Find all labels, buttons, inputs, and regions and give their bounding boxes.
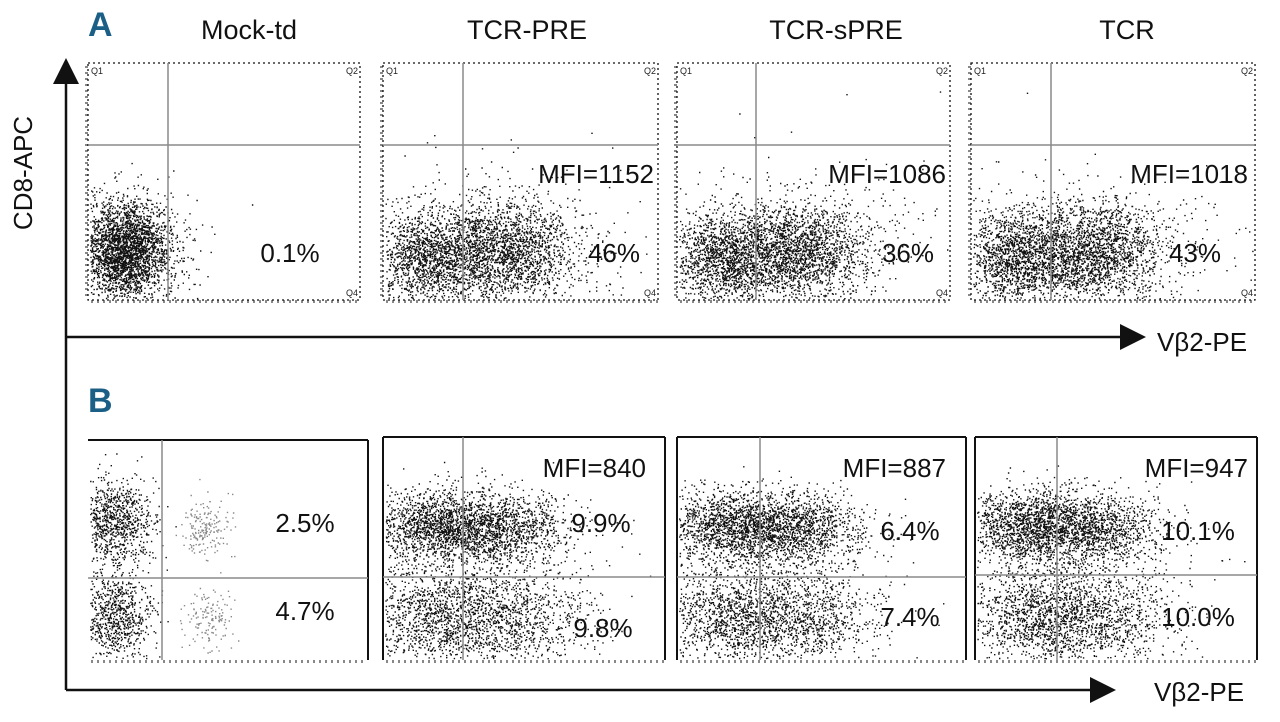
column-title-mock-td: Mock-td [201, 15, 297, 45]
x-axis-arrowhead-panel-a [1120, 324, 1146, 350]
x-tick-marks [680, 300, 946, 303]
panel-a-tcr-percent: 43% [1169, 238, 1221, 268]
y-axis-label: CD8-APC [8, 116, 38, 230]
x-tick-marks [386, 660, 664, 663]
panel-a-letter: A [88, 6, 113, 44]
plot-a-mock-td: Q1 Q2 Q4 [85, 62, 361, 303]
plot-frame [970, 62, 1256, 301]
event-cloud-b-mock-td [90, 453, 177, 660]
panel-a-tcr-spre-percent: 36% [882, 238, 934, 268]
panel-b-tcr-spre-lower-percent: 7.4% [880, 602, 939, 632]
panel-b-tcr-mfi: MFI=947 [1145, 453, 1248, 483]
plot-a-tcr: Q1 Q2 Q4 [968, 62, 1256, 303]
panel-a-tcr-mfi: MFI=1018 [1130, 159, 1248, 189]
panel-b-tcr-upper-percent: 10.1% [1161, 516, 1235, 546]
plot-b-tcr-pre [382, 436, 666, 663]
x-tick-marks [974, 300, 1252, 303]
panel-a-mock-td-percent: 0.1% [260, 238, 319, 268]
panel-a-tcr-pre-percent: 46% [588, 238, 640, 268]
y-tick-marks [968, 66, 971, 296]
x-axis-label-panel-b: Vβ2-PE [1154, 677, 1244, 707]
plot-a-tcr-spre: Q1 Q2 Q4 [674, 62, 951, 303]
quadrant-tag-q4: Q4 [1241, 288, 1253, 298]
event-cloud-a-tcr-pre [385, 132, 648, 300]
plot-b-tcr [974, 436, 1258, 663]
scatter-dots [90, 91, 1254, 660]
panel-b-mock-td-lower-percent: 4.7% [275, 596, 334, 626]
panel-b-tcr-pre-upper-percent: 9.9% [571, 508, 630, 538]
y-tick-marks [674, 66, 677, 296]
panel-a-tcr-pre-mfi: MFI=1152 [538, 159, 654, 189]
y-axis-arrowhead [53, 58, 79, 84]
panel-a-plots: Q1 Q2 Q4 Q1 Q2 Q4 Q1 Q2 Q4 Q1 Q2 Q4 [85, 62, 1256, 303]
quadrant-tag-q2: Q2 [936, 66, 948, 76]
event-cloud-b-tcr [977, 465, 1246, 660]
quadrant-tag-q1: Q1 [386, 66, 398, 76]
axes [53, 58, 1146, 703]
event-cloud-b-mock-td-dim [175, 478, 240, 654]
panel-b-letter: B [88, 382, 113, 420]
x-tick-marks [680, 660, 964, 663]
panel-b-mock-td-upper-percent: 2.5% [275, 508, 334, 538]
quadrant-tag-q2: Q2 [346, 66, 358, 76]
panel-b-tcr-lower-percent: 10.0% [1161, 602, 1235, 632]
y-tick-marks [380, 66, 383, 296]
x-tick-marks [978, 660, 1256, 663]
panel-b-tcr-pre-lower-percent: 9.8% [573, 613, 632, 643]
event-cloud-b-tcr-pre [385, 461, 652, 660]
panel-b-tcr-pre-mfi: MFI=840 [543, 453, 646, 483]
plot-b-tcr-spre [676, 436, 967, 663]
quadrant-tag-q1: Q1 [91, 66, 103, 76]
x-tick-marks [91, 660, 363, 663]
column-title-tcr-spre: TCR-sPRE [769, 15, 903, 45]
gate-lines [88, 63, 1257, 660]
x-axis-arrowhead-panel-b [1090, 677, 1116, 703]
event-cloud-a-mock-td [90, 162, 254, 300]
quadrant-tag-q2: Q2 [644, 66, 656, 76]
column-title-tcr-pre: TCR-PRE [467, 15, 587, 45]
x-tick-marks [386, 300, 658, 303]
panel-a-tcr-spre-mfi: MFI=1086 [828, 159, 946, 189]
quadrant-tag-q1: Q1 [680, 66, 692, 76]
quadrant-tag-q1: Q1 [974, 66, 986, 76]
panel-b-tcr-spre-mfi: MFI=887 [843, 453, 946, 483]
event-cloud-a-tcr-spre [679, 91, 949, 300]
quadrant-tag-q4: Q4 [936, 288, 948, 298]
x-tick-marks [91, 300, 357, 303]
panel-b-tcr-spre-upper-percent: 6.4% [880, 516, 939, 546]
quadrant-tag-q2: Q2 [1241, 66, 1253, 76]
quadrant-tag-q4: Q4 [644, 288, 656, 298]
event-cloud-a-tcr [973, 92, 1254, 300]
plot-a-tcr-pre: Q1 Q2 Q4 [380, 62, 659, 303]
column-title-tcr: TCR [1099, 15, 1155, 45]
plot-b-mock-td [88, 439, 369, 663]
quadrant-tag-q4: Q4 [346, 288, 358, 298]
panel-b-plots [88, 436, 1258, 663]
y-tick-marks [85, 66, 88, 296]
x-axis-label-panel-a: Vβ2-PE [1157, 327, 1247, 357]
